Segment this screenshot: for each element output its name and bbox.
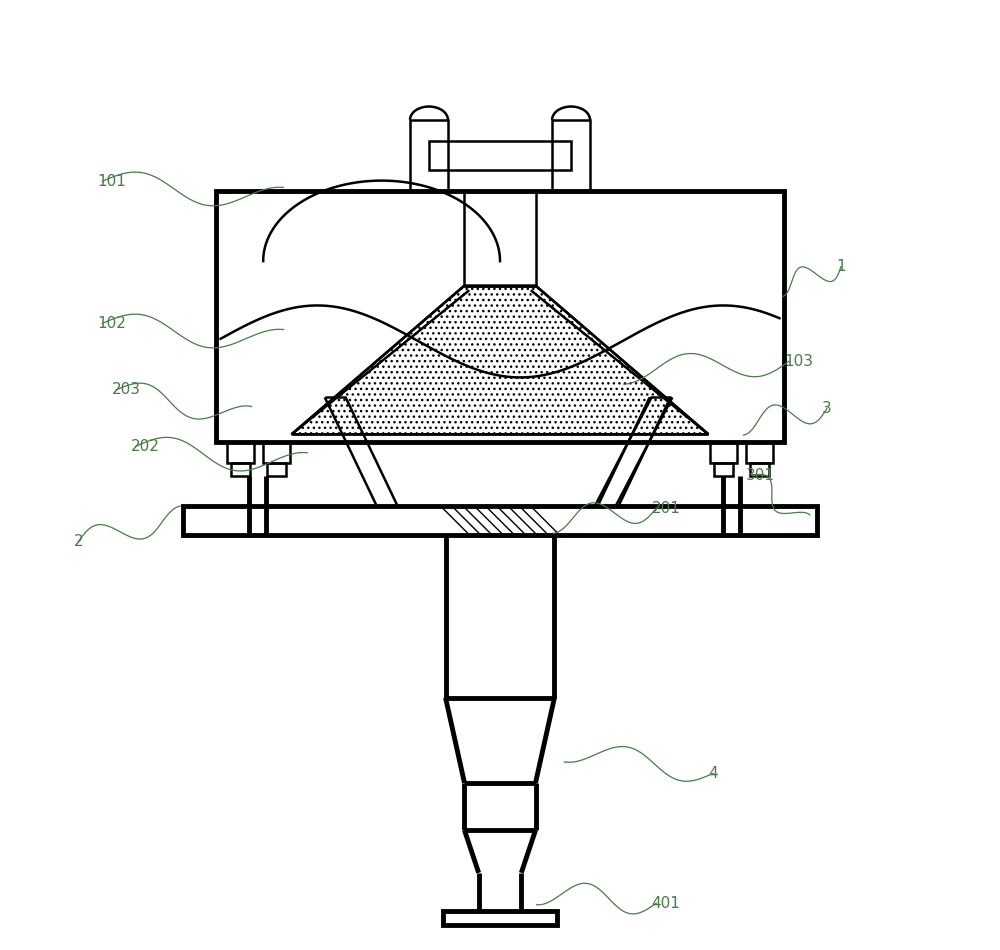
Text: 1: 1 <box>836 259 846 275</box>
Text: 203: 203 <box>112 382 141 397</box>
Bar <box>710 442 737 463</box>
Text: 4: 4 <box>708 766 718 781</box>
Bar <box>267 463 286 476</box>
Text: 301: 301 <box>746 467 775 483</box>
Text: 103: 103 <box>784 353 813 369</box>
Bar <box>552 120 590 191</box>
Bar <box>263 442 290 463</box>
Text: 101: 101 <box>97 174 126 189</box>
Bar <box>227 442 254 463</box>
Text: 201: 201 <box>652 501 680 516</box>
Bar <box>750 463 769 476</box>
Bar <box>429 142 571 169</box>
Text: 3: 3 <box>822 401 832 416</box>
Bar <box>410 120 448 191</box>
Bar <box>746 442 773 463</box>
Text: 102: 102 <box>97 316 126 331</box>
Polygon shape <box>292 286 708 434</box>
Bar <box>443 911 557 925</box>
Text: 202: 202 <box>131 439 159 454</box>
Bar <box>714 463 733 476</box>
Text: 401: 401 <box>652 896 680 911</box>
Bar <box>231 463 250 476</box>
Bar <box>216 191 784 442</box>
Text: 2: 2 <box>74 534 83 549</box>
Bar <box>183 506 817 535</box>
